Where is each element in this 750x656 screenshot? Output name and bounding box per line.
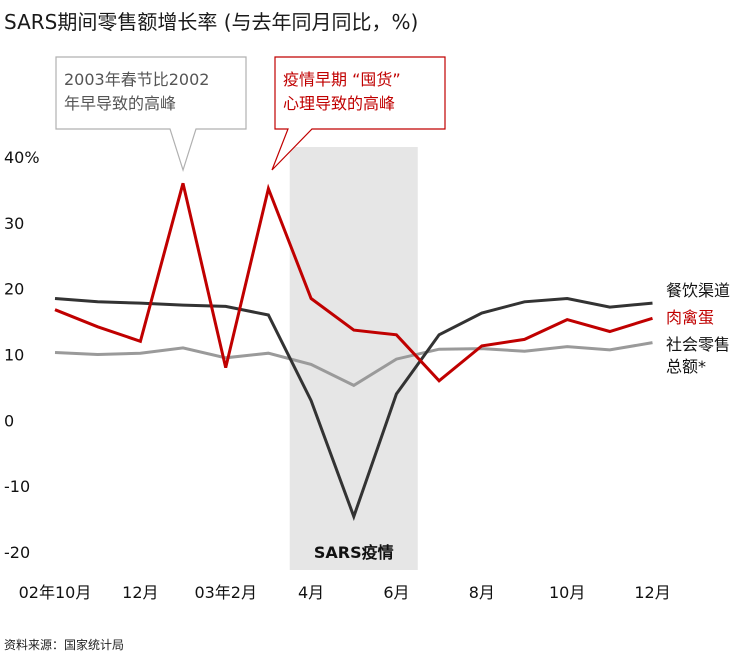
series-line: [54, 341, 653, 388]
annotation-box: [271, 56, 446, 171]
y-tick-label: -20: [4, 543, 30, 562]
legend-label: 肉禽蛋: [666, 308, 714, 327]
y-tick-label: 10: [4, 346, 24, 365]
y-tick-label: 0: [4, 411, 14, 430]
series-line: [54, 182, 653, 383]
annotation-box: [55, 56, 247, 172]
series-layer: [54, 182, 653, 521]
x-tick-label: 6月: [383, 583, 409, 602]
x-tick-label: 10月: [549, 583, 585, 602]
x-tick-label: 4月: [298, 583, 324, 602]
y-tick-label: -10: [4, 477, 30, 496]
chart-title: SARS期间零售额增长率 (与去年同月同比，%): [4, 10, 419, 34]
legend-label: 社会零售总额*: [666, 335, 730, 376]
source-note: 资料来源：国家统计局: [4, 638, 125, 652]
x-tick-label: 12月: [122, 583, 158, 602]
x-tick-label: 03年2月: [194, 583, 257, 602]
annotation-layer: 2003年春节比2002 年早导致的高峰 疫情早期 “囤货”心理导致的高峰: [55, 56, 446, 172]
axis-layer: 40% 30 20 10 0 -10 -20 02年10月 12月 03年2月 4月 6月 8月 10月 1…: [4, 148, 671, 602]
x-tick-label: 8月: [469, 583, 495, 602]
x-tick-label: 12月: [634, 583, 670, 602]
y-tick-label: 20: [4, 280, 24, 299]
series-line: [54, 296, 653, 521]
y-tick-label: 40%: [4, 148, 40, 167]
y-tick-label: 30: [4, 214, 24, 233]
x-tick-label: 02年10月: [19, 583, 92, 602]
shaded-region-label: SARS疫情: [314, 543, 394, 562]
annotation-text: 疫情早期 “囤货”心理导致的高峰: [283, 70, 401, 113]
annotation-text: 2003年春节比2002 年早导致的高峰: [64, 70, 209, 113]
legend-label: 餐饮渠道: [666, 281, 730, 300]
